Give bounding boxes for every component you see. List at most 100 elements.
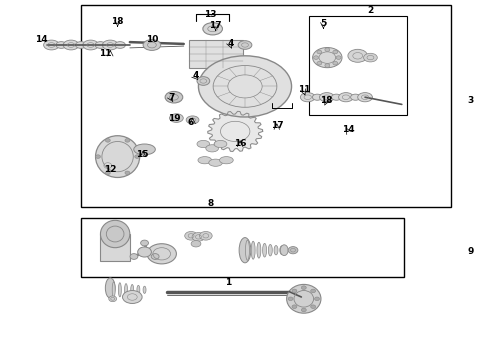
Ellipse shape [280,245,288,256]
Ellipse shape [301,286,306,289]
Ellipse shape [134,144,155,155]
Ellipse shape [311,305,316,309]
Text: 7: 7 [168,93,175,102]
Ellipse shape [198,56,292,117]
Ellipse shape [313,94,322,100]
Ellipse shape [119,283,122,297]
Ellipse shape [135,155,140,158]
Ellipse shape [245,240,249,260]
Ellipse shape [319,93,334,102]
Ellipse shape [287,284,321,313]
Text: 16: 16 [234,139,246,148]
Text: 4: 4 [193,71,199,80]
Polygon shape [208,111,263,152]
Ellipse shape [206,145,219,152]
Ellipse shape [95,42,106,48]
Ellipse shape [147,244,176,264]
Ellipse shape [325,64,330,67]
Ellipse shape [130,253,138,259]
Ellipse shape [192,233,205,241]
Ellipse shape [185,231,197,240]
Text: 12: 12 [104,165,117,174]
Text: 14: 14 [342,125,354,134]
Ellipse shape [263,243,267,257]
Ellipse shape [151,253,159,259]
Text: 5: 5 [320,19,326,28]
Ellipse shape [191,240,201,247]
Ellipse shape [209,159,222,166]
Ellipse shape [141,240,148,246]
Ellipse shape [351,94,361,100]
Ellipse shape [292,305,297,309]
Text: 11: 11 [297,85,310,94]
Ellipse shape [186,116,199,124]
Ellipse shape [105,139,110,142]
Ellipse shape [143,286,146,293]
Ellipse shape [165,91,183,103]
Ellipse shape [339,93,353,102]
Ellipse shape [358,93,372,102]
Ellipse shape [220,157,233,164]
Ellipse shape [274,246,278,255]
Ellipse shape [214,140,227,148]
Ellipse shape [131,284,134,295]
Ellipse shape [56,42,67,48]
Bar [81,5,451,207]
Ellipse shape [100,220,130,248]
Ellipse shape [96,155,100,158]
Ellipse shape [257,242,261,258]
Ellipse shape [336,56,341,59]
Text: 9: 9 [467,248,474,256]
Ellipse shape [197,140,210,148]
Ellipse shape [311,289,316,293]
Ellipse shape [280,246,284,255]
Bar [189,40,243,68]
Ellipse shape [143,40,161,50]
Text: 19: 19 [168,114,180,123]
Bar [100,234,130,261]
Bar [309,16,407,115]
Ellipse shape [348,49,368,62]
Ellipse shape [317,50,322,54]
Ellipse shape [239,238,251,263]
Ellipse shape [300,93,315,102]
Ellipse shape [44,40,59,50]
Ellipse shape [269,244,272,256]
Ellipse shape [301,308,306,312]
Text: 13: 13 [204,10,217,19]
Ellipse shape [83,40,98,50]
Ellipse shape [364,53,377,62]
Ellipse shape [63,40,79,50]
Ellipse shape [125,171,130,175]
Ellipse shape [314,56,318,59]
Ellipse shape [105,278,115,298]
Text: 2: 2 [367,6,373,15]
Ellipse shape [251,241,255,259]
Ellipse shape [137,285,140,294]
Ellipse shape [333,62,338,65]
Ellipse shape [238,41,252,49]
Ellipse shape [170,114,183,122]
Ellipse shape [125,139,130,142]
Text: 4: 4 [227,39,234,48]
Ellipse shape [199,231,212,240]
Ellipse shape [115,42,125,48]
Text: 6: 6 [188,118,194,127]
Ellipse shape [138,247,151,257]
Ellipse shape [197,77,210,85]
Ellipse shape [333,50,338,54]
Text: 15: 15 [136,150,148,159]
Text: 18: 18 [111,17,124,26]
Text: 18: 18 [319,96,332,105]
Ellipse shape [105,171,110,175]
Text: 11: 11 [99,49,112,58]
Text: 14: 14 [35,35,48,44]
Ellipse shape [124,284,127,296]
Text: 1: 1 [225,278,231,287]
Ellipse shape [288,297,293,301]
Ellipse shape [313,48,342,68]
Ellipse shape [292,289,297,293]
Text: 8: 8 [208,199,214,208]
Text: 17: 17 [270,122,283,130]
Text: 3: 3 [467,96,473,105]
